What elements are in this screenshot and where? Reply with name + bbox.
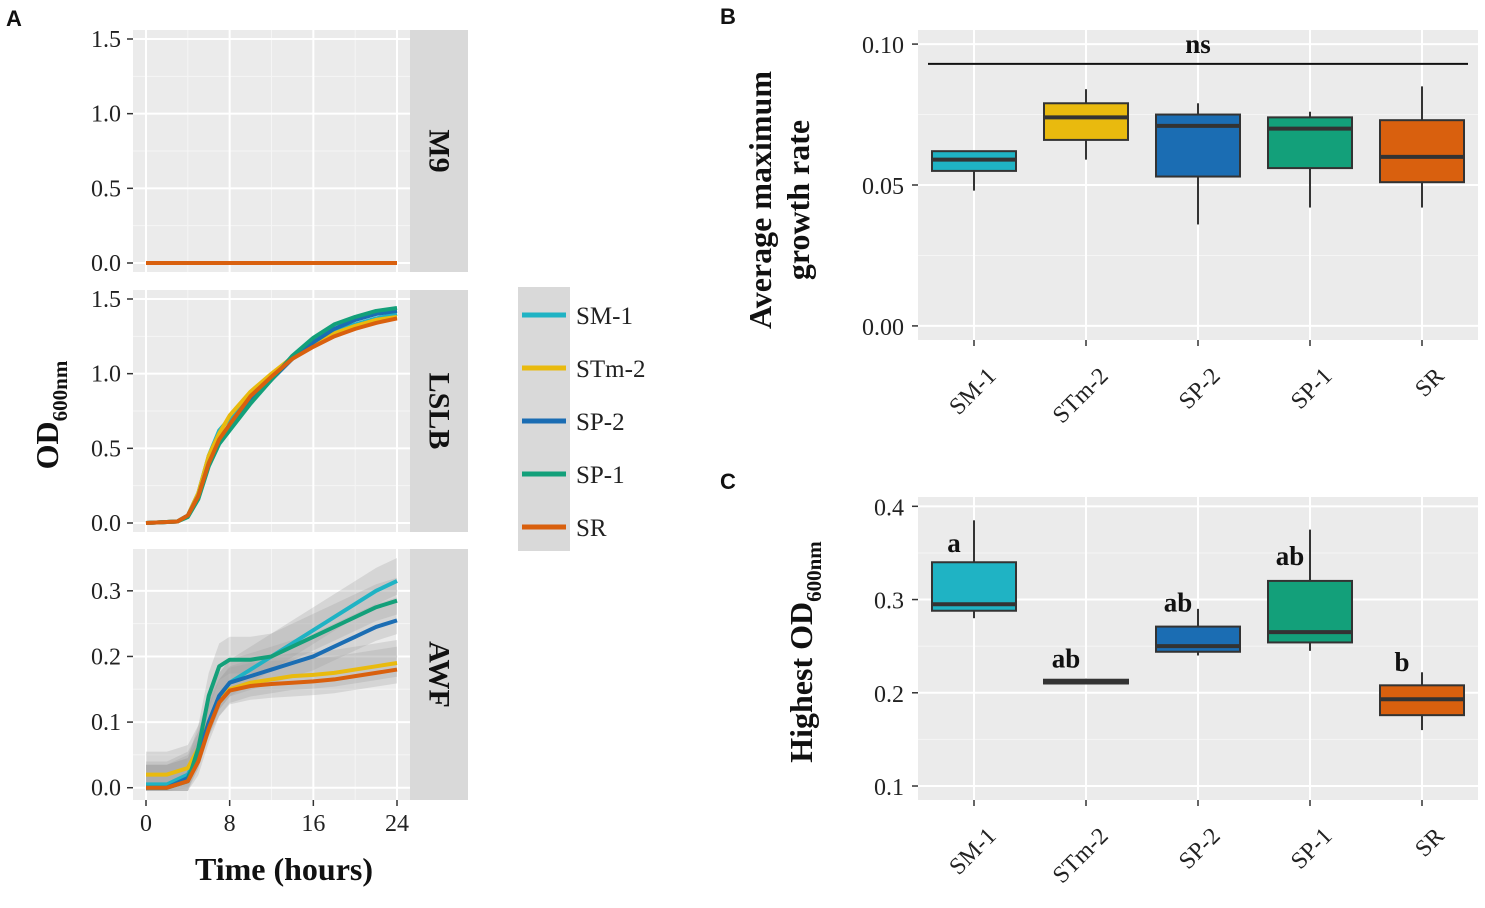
- y-tick-label: 1.0: [91, 362, 121, 388]
- y-tick-label: 0.1: [874, 775, 904, 801]
- legend-label: SR: [576, 515, 607, 542]
- box-body: [1379, 119, 1465, 184]
- x-tick-label: 0: [140, 811, 152, 837]
- y-axis-title: Average maximumgrowth rate: [742, 71, 816, 329]
- y-tick-label: 0.1: [91, 710, 121, 736]
- box-sp-2: [1155, 608, 1241, 656]
- facet-strip-label: LSLB: [423, 373, 456, 450]
- y-tick-label: 0.0: [91, 511, 121, 537]
- significance-letter-sp-2: ab: [1164, 587, 1193, 617]
- y-axis-title: Highest OD600nm: [783, 541, 826, 763]
- x-tick-label: 8: [224, 811, 236, 837]
- box-sp-1: [1267, 111, 1353, 208]
- box-sr: [1379, 86, 1465, 208]
- box-sp-2: [1155, 103, 1241, 225]
- y-tick-label: 1.5: [91, 27, 121, 53]
- x-tick-label: 24: [385, 811, 409, 837]
- legend-entry-sp-1: SP-1: [522, 462, 625, 489]
- y-tick-label: 0.4: [874, 495, 904, 521]
- legend-label: SP-2: [576, 409, 625, 436]
- x-tick-label: SR: [1410, 823, 1449, 862]
- series-line-sr: [145, 316, 398, 525]
- facet-lslb: 0.0 0.5 1.0 1.5 LSLB: [91, 287, 468, 537]
- box-body: [1043, 102, 1129, 141]
- facet-strip-label: M9: [423, 129, 456, 172]
- panel-c: C 0.1 0.2 0.3 0.4 SM-1 STm-2 SP-2 SP-1 SR a ab ab ab b…: [720, 469, 1478, 889]
- legend-label: STm-2: [576, 356, 645, 383]
- box-stm-2: [1043, 678, 1129, 685]
- facet-awf: 0.0 0.1 0.2 0.3 AWF 0 8 16 24: [91, 549, 468, 837]
- facet-strip: [410, 30, 468, 272]
- legend-entry-sp-2: SP-2: [522, 409, 625, 436]
- confidence-ribbon-stm-2: [146, 640, 397, 789]
- facet-strip: [410, 549, 468, 800]
- y-tick-label: 0.2: [874, 682, 904, 708]
- box-sr: [1379, 672, 1465, 731]
- y-tick-label: 0.3: [874, 589, 904, 615]
- series-line-stm-2: [146, 661, 398, 777]
- legend-entry-sm-1: SM-1: [522, 303, 633, 330]
- x-tick-label: SM-1: [945, 823, 1002, 880]
- box-sm-1: [931, 520, 1017, 619]
- x-axis-title: Time (hours): [195, 851, 373, 887]
- y-tick-label: 1.5: [91, 287, 121, 313]
- y-tick-label: 0.05: [862, 174, 904, 200]
- y-tick-label: 0.0: [91, 776, 121, 802]
- x-tick-label: SP-1: [1286, 823, 1337, 874]
- significance-letter-stm-2: ab: [1052, 643, 1081, 673]
- x-tick-label: STm-2: [1048, 823, 1114, 889]
- x-tick-label: SP-1: [1286, 363, 1337, 414]
- x-tick-label: 16: [301, 811, 325, 837]
- x-tick-label: SR: [1410, 363, 1449, 402]
- significance-label: ns: [1185, 29, 1211, 59]
- y-tick-label: 0.3: [91, 579, 121, 605]
- box-body: [1267, 116, 1353, 170]
- significance-letter-sp-1: ab: [1276, 541, 1305, 571]
- y-tick-label: 0.2: [91, 644, 121, 670]
- y-tick-label: 0.10: [862, 33, 904, 59]
- x-tick-label: SP-2: [1174, 363, 1225, 414]
- y-tick-label: 0.0: [91, 251, 121, 277]
- box-sp-1: [1267, 529, 1353, 651]
- panel-letter-a: A: [6, 6, 22, 31]
- series-line-sp-1: [146, 598, 398, 790]
- facet-strip-label: AWF: [423, 641, 456, 708]
- legend-label: SP-1: [576, 462, 625, 489]
- series-line-sr: [146, 667, 398, 790]
- panel-letter-c: C: [720, 469, 736, 494]
- panel-a: A 0.0 0.5 1.0 1.5 M9 0.0 0.5 1.0 1.5 LSLB 0.0 0.1 0.2…: [6, 6, 468, 887]
- significance-letter-sr: b: [1394, 647, 1409, 677]
- y-tick-label: 0.00: [862, 315, 904, 341]
- box-sm-1: [931, 150, 1017, 191]
- box-stm-2: [1043, 89, 1129, 160]
- legend-entry-stm-2: STm-2: [522, 356, 645, 383]
- x-tick-label: SM-1: [945, 363, 1002, 420]
- x-tick-label: STm-2: [1048, 363, 1114, 429]
- panel-b: B 0.00 0.05 0.10 SM-1 STm-2 SP-2 SP-1 SR ns Averag…: [720, 4, 1478, 429]
- x-tick-label: SP-2: [1174, 823, 1225, 874]
- legend-label: SM-1: [576, 303, 633, 330]
- y-tick-label: 0.5: [91, 436, 121, 462]
- confidence-ribbon-sp-1: [146, 577, 397, 791]
- facet-strip: [410, 290, 468, 532]
- legend-entry-sr: SR: [522, 515, 607, 542]
- panel-letter-b: B: [720, 4, 736, 29]
- y-axis-title: OD600nm: [29, 360, 72, 469]
- facet-m9: 0.0 0.5 1.0 1.5 M9: [91, 27, 468, 277]
- y-tick-label: 1.0: [91, 102, 121, 128]
- legend: SM-1 STm-2 SP-2 SP-1 SR: [518, 287, 645, 551]
- confidence-ribbon-sr: [146, 646, 397, 791]
- significance-letter-sm-1: a: [947, 528, 961, 558]
- y-tick-label: 0.5: [91, 176, 121, 202]
